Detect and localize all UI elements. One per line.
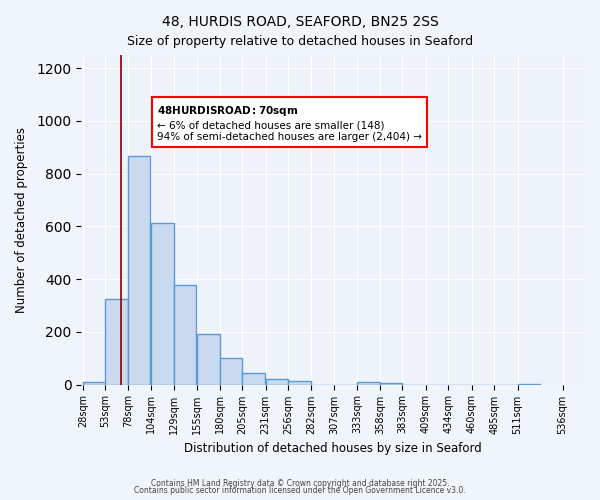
Bar — [266, 380, 288, 384]
Text: Size of property relative to detached houses in Seaford: Size of property relative to detached ho… — [127, 35, 473, 48]
Y-axis label: Number of detached properties: Number of detached properties — [15, 127, 28, 313]
Text: Contains public sector information licensed under the Open Government Licence v3: Contains public sector information licen… — [134, 486, 466, 495]
Bar — [358, 382, 380, 384]
Bar — [220, 358, 242, 384]
Text: $\bf{48 HURDIS ROAD: 70sqm}$
← 6% of detached houses are smaller (148)
94% of se: $\bf{48 HURDIS ROAD: 70sqm}$ ← 6% of det… — [157, 104, 422, 142]
X-axis label: Distribution of detached houses by size in Seaford: Distribution of detached houses by size … — [184, 442, 482, 455]
Bar — [288, 380, 311, 384]
Text: Contains HM Land Registry data © Crown copyright and database right 2025.: Contains HM Land Registry data © Crown c… — [151, 478, 449, 488]
Bar — [174, 285, 196, 384]
Bar — [151, 224, 174, 384]
Bar — [128, 156, 151, 384]
Bar — [197, 334, 220, 384]
Bar — [83, 382, 106, 384]
Bar — [242, 373, 265, 384]
Text: 48, HURDIS ROAD, SEAFORD, BN25 2SS: 48, HURDIS ROAD, SEAFORD, BN25 2SS — [161, 15, 439, 29]
Bar — [106, 300, 128, 384]
